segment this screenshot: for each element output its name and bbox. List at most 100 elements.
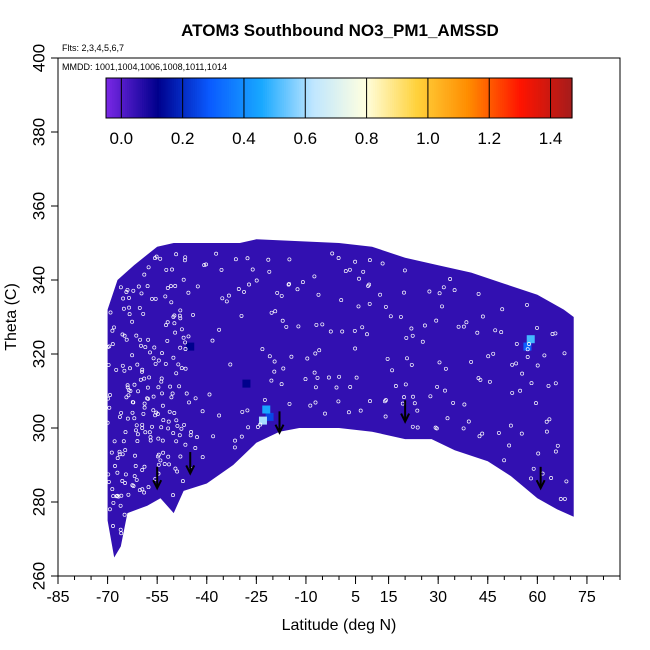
colorbar-segment [512,78,516,118]
colorbar-segment [364,78,368,118]
observation-point [405,356,409,361]
observation-point [287,257,292,262]
observation-point [123,448,128,453]
observation-point [491,351,496,356]
colorbar-segment [298,78,302,118]
colorbar-segment [455,78,459,118]
colorbar-segment [394,78,397,118]
observation-point [151,356,156,361]
observation-point [127,312,132,317]
observation-point [320,322,325,327]
observation-point [427,289,432,294]
observation-point [499,330,504,335]
colorbar-segment [474,78,478,118]
x-tick-label: 15 [380,589,398,606]
observation-point [544,419,549,424]
colorbar-segment [345,78,349,118]
observation-point [174,439,179,444]
observation-point [195,284,200,289]
x-tick-label: 5 [351,589,360,606]
observation-point [525,355,530,359]
observation-point [164,267,169,272]
observation-point [367,301,372,306]
observation-point [178,316,183,321]
colorbar-segment [341,78,344,118]
observation-point [165,320,170,325]
observation-point [134,333,139,338]
colorbar-segment [535,78,539,118]
colorbar-segment [125,78,128,118]
observation-point [281,366,286,371]
colorbar-segment [144,78,147,118]
colorbar-segment [487,78,490,118]
observation-point [200,455,205,460]
observation-point [142,376,147,381]
hotspot-cell [262,405,271,414]
colorbar-tick-label: 0.0 [110,129,134,148]
observation-point [179,327,184,332]
colorbar-segment [436,78,440,118]
observation-point [115,470,120,475]
colorbar-segment [135,78,139,118]
observation-point [169,300,174,305]
hotspot-cell [523,342,532,351]
observation-point [207,392,212,397]
observation-point [415,425,420,430]
observation-point [139,343,143,348]
colorbar-segment [307,78,310,118]
colorbar-segment [252,78,255,118]
colorbar-segment [339,78,342,118]
observation-point [181,277,186,282]
observation-point [269,310,274,315]
colorbar-segment [391,78,395,118]
colorbar-segment [389,78,393,118]
observation-point [336,399,341,404]
colorbar-segment [377,78,380,118]
observation-point [269,378,274,383]
observation-point [121,296,126,301]
colorbar-segment [423,78,427,118]
observation-point [177,313,182,318]
observation-point [564,479,569,484]
observation-point [108,310,113,315]
observation-point [385,356,390,361]
colorbar-segment [317,78,321,118]
tropopause-arrow [152,466,163,491]
observation-point [106,396,110,401]
observation-point [106,362,111,367]
colorbar-segment [406,78,410,118]
observation-point [153,361,158,366]
y-axis: 260 280 300 320 340 360 380 400 [29,44,58,590]
colorbar-segment [254,78,257,118]
colorbar-segment [485,78,488,118]
observation-point [245,408,250,413]
colorbar-segment [315,78,319,118]
colorbar-segment [372,78,376,118]
colorbar-frame [105,77,573,119]
observation-point [166,454,171,459]
observation-point [383,398,388,403]
colorbar-segment [552,78,556,118]
colorbar-segment [510,78,514,118]
observation-point [352,328,357,333]
observation-point [228,362,233,367]
observation-point [193,446,198,450]
colorbar-segment [555,78,558,118]
observation-point [163,294,168,299]
colorbar-segment [275,78,279,118]
observation-point [110,342,115,347]
observation-point [411,394,415,399]
observation-point [366,283,371,288]
observation-point [254,278,259,283]
observation-point [146,337,151,342]
colorbar-segment [326,78,330,118]
observation-point [163,361,168,366]
colorbar-segment [156,78,160,118]
observation-point [131,400,136,405]
x-tick-label: -40 [195,589,218,606]
colorbar-segment [243,78,247,118]
colorbar-segment [427,78,431,118]
observation-point [117,414,122,419]
colorbar-segment [419,78,423,118]
